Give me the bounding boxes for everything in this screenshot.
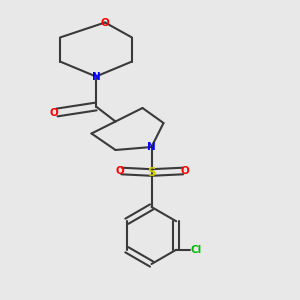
Text: O: O (50, 107, 58, 118)
Text: Cl: Cl (190, 245, 201, 255)
Text: O: O (116, 166, 124, 176)
Text: O: O (100, 17, 109, 28)
Text: S: S (147, 166, 156, 179)
Text: N: N (147, 142, 156, 152)
Text: N: N (92, 71, 100, 82)
Text: O: O (180, 166, 189, 176)
